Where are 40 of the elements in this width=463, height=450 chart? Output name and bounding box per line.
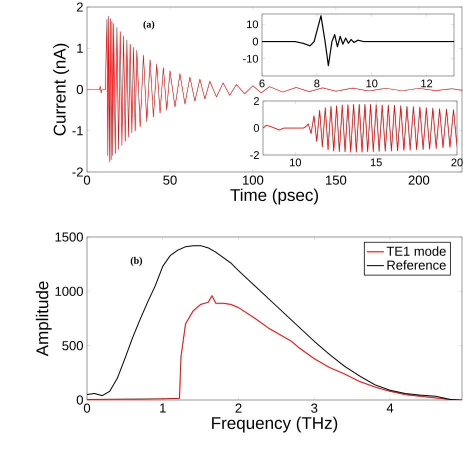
annotation: (a)	[143, 20, 154, 30]
x-tick-label: 0	[84, 176, 90, 185]
y-tick-label: 500	[62, 341, 83, 350]
y-tick-label: -10	[243, 54, 258, 63]
x-tick-label: 8	[314, 80, 320, 88]
x-axis-title: Frequency (THz)	[212, 416, 338, 432]
y-tick-label: 2	[76, 2, 83, 12]
y-tick-label: -2	[72, 167, 83, 177]
x-tick-label: 0	[84, 404, 90, 413]
line-series	[263, 104, 458, 152]
x-tick-label: 12	[421, 80, 432, 88]
x-tick-label: 3	[311, 404, 318, 413]
y-axis-title: Current (nA)	[53, 44, 70, 136]
y-tick-label: -2	[250, 151, 259, 159]
x-tick-label: 20	[451, 158, 463, 166]
y-tick-label: 0	[254, 124, 260, 132]
y-tick-label: -1	[72, 126, 83, 136]
y-tick-label: 2	[254, 97, 259, 105]
legend-label: TE1 mode	[386, 246, 446, 256]
x-tick-label: 2	[236, 404, 242, 413]
y-tick-label: 10	[247, 20, 258, 28]
x-tick-label: 150	[326, 176, 346, 185]
x-tick-label: 10	[290, 158, 302, 166]
y-tick-label: 1000	[56, 286, 83, 296]
y-axis-title: Amplitude	[36, 281, 52, 356]
x-tick-label: 4	[386, 404, 394, 412]
x-tick-label: 10	[366, 80, 378, 88]
y-tick-label: 0	[76, 395, 83, 405]
x-tick-label: 50	[163, 176, 177, 185]
x-tick-label: 15	[370, 158, 382, 166]
annotation: (b)	[130, 256, 142, 266]
x-tick-label: 1	[160, 404, 166, 412]
x-tick-label: 100	[243, 176, 264, 185]
y-tick-label: 1	[77, 44, 83, 53]
x-tick-label: 6	[260, 80, 265, 88]
y-tick-label: 0	[252, 38, 258, 46]
x-tick-label: 200	[408, 176, 430, 185]
y-tick-label: 1500	[56, 232, 83, 242]
x-axis-title: Time (psec)	[230, 188, 318, 204]
legend-label: Reference	[387, 260, 446, 270]
